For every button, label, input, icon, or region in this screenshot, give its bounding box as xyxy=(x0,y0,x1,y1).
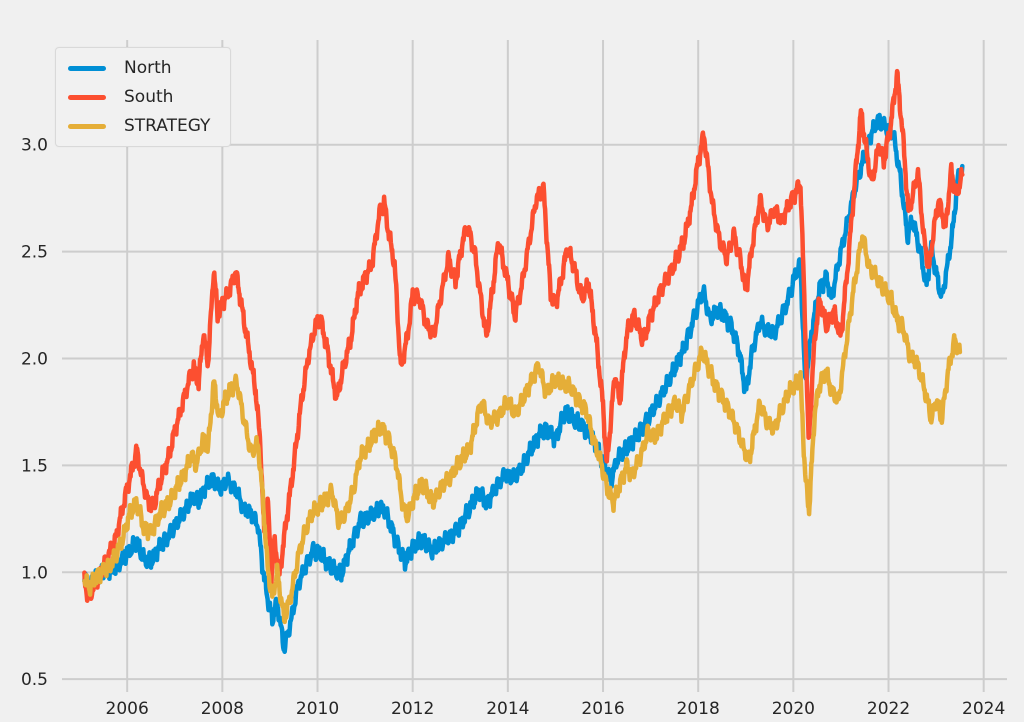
south-line-swatch-icon xyxy=(68,94,106,100)
legend-label-south: South xyxy=(124,87,174,107)
y-tick-label: 2.5 xyxy=(21,243,48,263)
x-tick-label: 2006 xyxy=(106,699,149,719)
y-tick-label: 3.0 xyxy=(21,136,48,156)
y-tick-label: 1.5 xyxy=(21,456,48,476)
x-tick-label: 2020 xyxy=(772,699,815,719)
series-line-south xyxy=(82,68,965,603)
x-tick-label: 2012 xyxy=(391,699,434,719)
legend-item-strategy: STRATEGY xyxy=(68,115,210,137)
x-tick-label: 2008 xyxy=(201,699,244,719)
series-line-strategy xyxy=(82,234,963,625)
x-tick-label: 2014 xyxy=(486,699,529,719)
x-tick-label: 2016 xyxy=(581,699,624,719)
legend: North South STRATEGY xyxy=(55,47,232,147)
y-tick-label: 2.0 xyxy=(21,350,48,370)
north-line-swatch-icon xyxy=(68,65,106,71)
y-tick-label: 1.0 xyxy=(21,563,48,583)
strategy-line-swatch-icon xyxy=(68,123,106,129)
legend-item-south: South xyxy=(68,86,210,108)
y-tick-label: 0.5 xyxy=(21,670,48,690)
x-tick-label: 2024 xyxy=(962,699,1005,719)
legend-label-strategy: STRATEGY xyxy=(124,116,211,136)
legend-item-north: North xyxy=(68,57,210,79)
x-tick-label: 2022 xyxy=(867,699,910,719)
x-tick-label: 2018 xyxy=(677,699,720,719)
x-tick-label: 2010 xyxy=(296,699,339,719)
legend-label-north: North xyxy=(124,58,172,78)
